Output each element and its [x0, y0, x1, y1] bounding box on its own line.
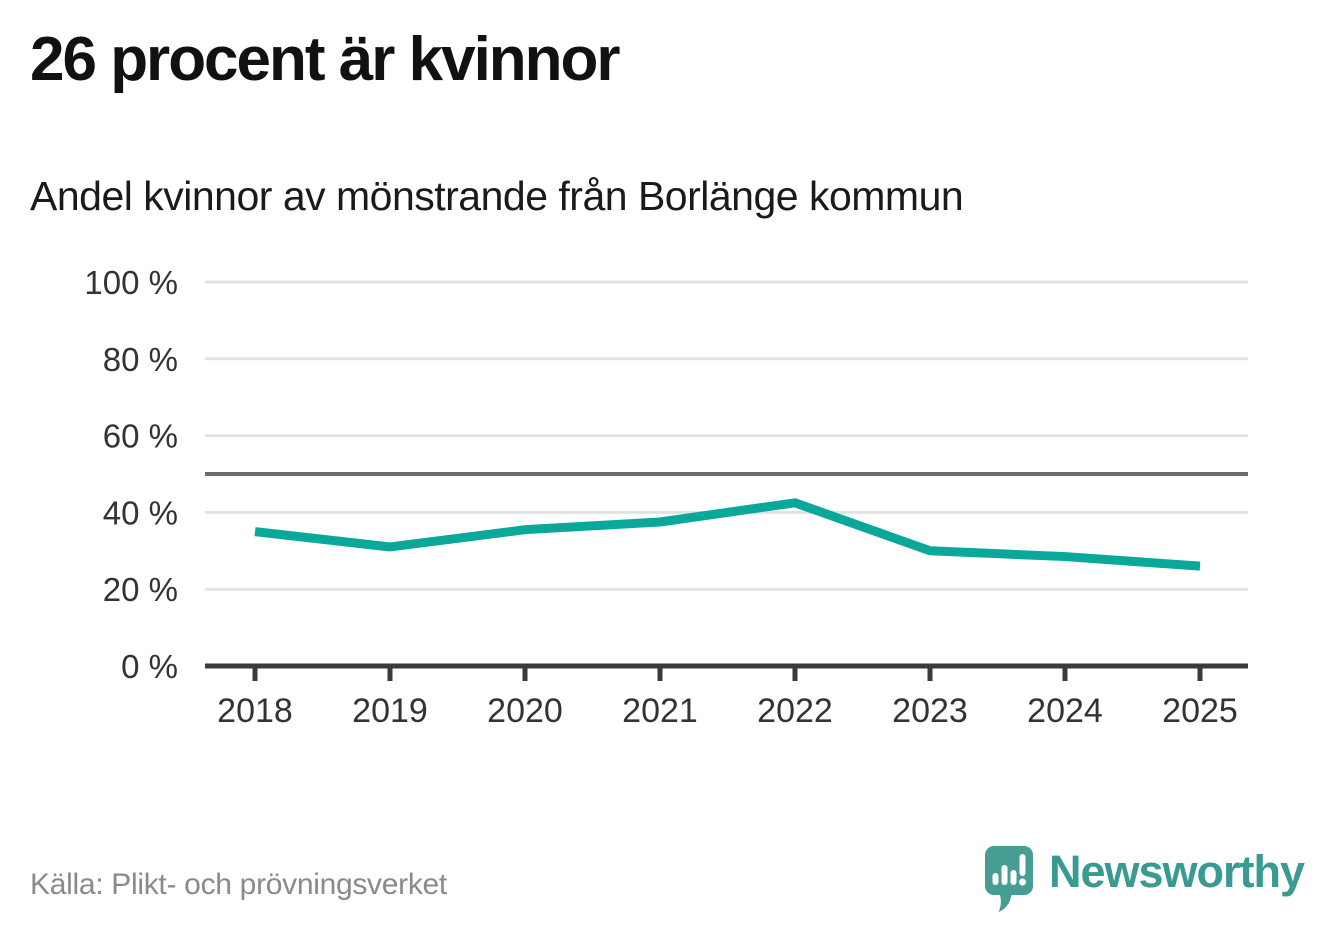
y-tick-label: 20 % — [103, 571, 178, 608]
y-tick-label: 0 % — [121, 648, 178, 685]
y-tick-label: 100 % — [84, 264, 178, 301]
x-tick-label: 2022 — [757, 692, 833, 730]
x-tick-label: 2018 — [217, 692, 293, 730]
x-tick-label: 2024 — [1027, 692, 1103, 730]
x-tick-label: 2019 — [352, 692, 428, 730]
chart-subtitle: Andel kvinnor av mönstrande från Borläng… — [30, 173, 964, 219]
bar-1 — [992, 873, 999, 885]
y-tick-label: 60 % — [103, 418, 178, 455]
exclamation-dot — [1019, 878, 1026, 886]
x-tick-label: 2020 — [487, 692, 563, 730]
page-title: 26 procent är kvinnor — [30, 25, 621, 94]
speech-bubble-shape — [985, 846, 1033, 912]
data-line — [254, 498, 1201, 571]
x-tick-label: 2021 — [622, 692, 698, 730]
bar-3 — [1010, 870, 1017, 885]
logo-wordmark: Newsworthy — [1049, 846, 1305, 897]
bar-chart-exclamation-bubble-icon — [985, 846, 1033, 912]
y-tick-label: 40 % — [103, 494, 178, 531]
bar-2 — [1001, 865, 1008, 885]
x-tick-label: 2025 — [1162, 692, 1238, 730]
newsworthy-logo: Newsworthy — [984, 845, 1305, 913]
source-note: Källa: Plikt- och prövningsverket — [30, 868, 447, 901]
exclamation-stem — [1019, 854, 1026, 876]
x-tick-label: 2023 — [892, 692, 968, 730]
y-tick-label: 80 % — [103, 341, 178, 378]
